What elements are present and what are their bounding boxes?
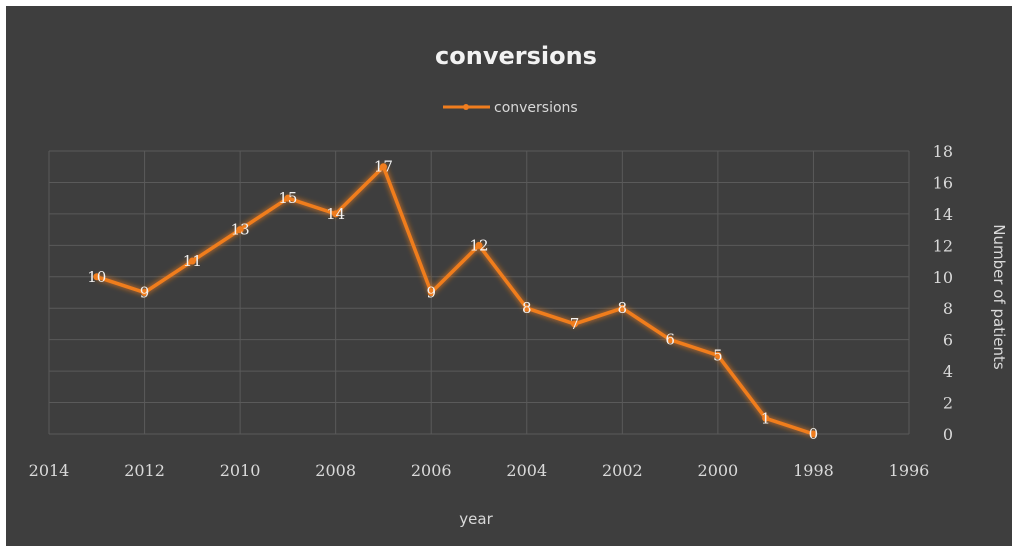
x-tick-label: 2010 — [220, 461, 261, 480]
data-point — [379, 163, 387, 171]
data-point — [666, 336, 674, 344]
data-point — [571, 320, 579, 328]
y-axis-label: Number of patients — [990, 224, 1008, 370]
line-chart: conversions conversions year Number of p… — [29, 42, 1008, 528]
data-label: 13 — [231, 221, 250, 239]
grid — [48, 150, 910, 435]
y-tick-label: 6 — [943, 331, 953, 350]
data-label: 12 — [469, 236, 488, 254]
x-axis-label: year — [459, 510, 493, 528]
data-label: 9 — [140, 284, 150, 302]
data-label: 0 — [809, 425, 819, 443]
series-conversions — [93, 163, 817, 438]
data-point — [427, 289, 435, 296]
y-tick-label: 16 — [933, 173, 953, 192]
data-point — [809, 430, 817, 438]
y-tick-label: 10 — [933, 268, 953, 287]
y-tick-label: 12 — [933, 236, 953, 255]
data-point — [523, 304, 531, 312]
data-label: 1 — [761, 409, 771, 427]
x-tick-label: 2002 — [602, 461, 643, 480]
y-tick-label: 18 — [933, 142, 953, 161]
data-label: 17 — [374, 158, 393, 176]
data-point — [714, 351, 722, 359]
data-label: 11 — [183, 252, 202, 270]
y-tick-label: 8 — [943, 299, 953, 318]
data-label: 5 — [713, 346, 723, 364]
data-point — [332, 210, 340, 218]
x-tick-label: 2014 — [29, 461, 70, 480]
x-tick-label: 2004 — [506, 461, 547, 480]
data-point — [236, 226, 244, 234]
x-tick-label: 2012 — [124, 461, 165, 480]
data-label: 15 — [278, 189, 297, 207]
data-label: 14 — [326, 205, 345, 223]
chart-area: conversions conversions year Number of p… — [6, 6, 1012, 546]
y-tick-label: 14 — [933, 205, 953, 224]
series-line — [96, 164, 814, 436]
data-label: 8 — [618, 299, 628, 317]
y-tick-label: 4 — [943, 362, 953, 381]
data-point — [141, 289, 149, 296]
data-label: 8 — [522, 299, 532, 317]
data-point — [475, 241, 483, 249]
data-point — [762, 414, 770, 422]
data-label: 10 — [87, 268, 106, 286]
data-point — [618, 304, 626, 312]
data-point — [284, 194, 292, 202]
x-tick-label: 2008 — [315, 461, 356, 480]
x-tick-label: 2000 — [698, 461, 739, 480]
data-point — [93, 273, 101, 281]
y-tick-label: 2 — [943, 394, 953, 413]
x-tick-label: 1996 — [889, 461, 930, 480]
x-tick-label: 2006 — [411, 461, 452, 480]
legend-marker — [463, 104, 469, 110]
y-tick-label: 0 — [943, 425, 953, 444]
data-point — [188, 257, 196, 265]
data-label: 6 — [665, 331, 675, 349]
data-label: 9 — [426, 284, 436, 302]
data-label: 7 — [570, 315, 580, 333]
legend: conversions — [443, 100, 578, 116]
x-tick-label: 1998 — [793, 461, 834, 480]
legend-label: conversions — [494, 100, 578, 116]
chart-title: conversions — [435, 42, 597, 70]
